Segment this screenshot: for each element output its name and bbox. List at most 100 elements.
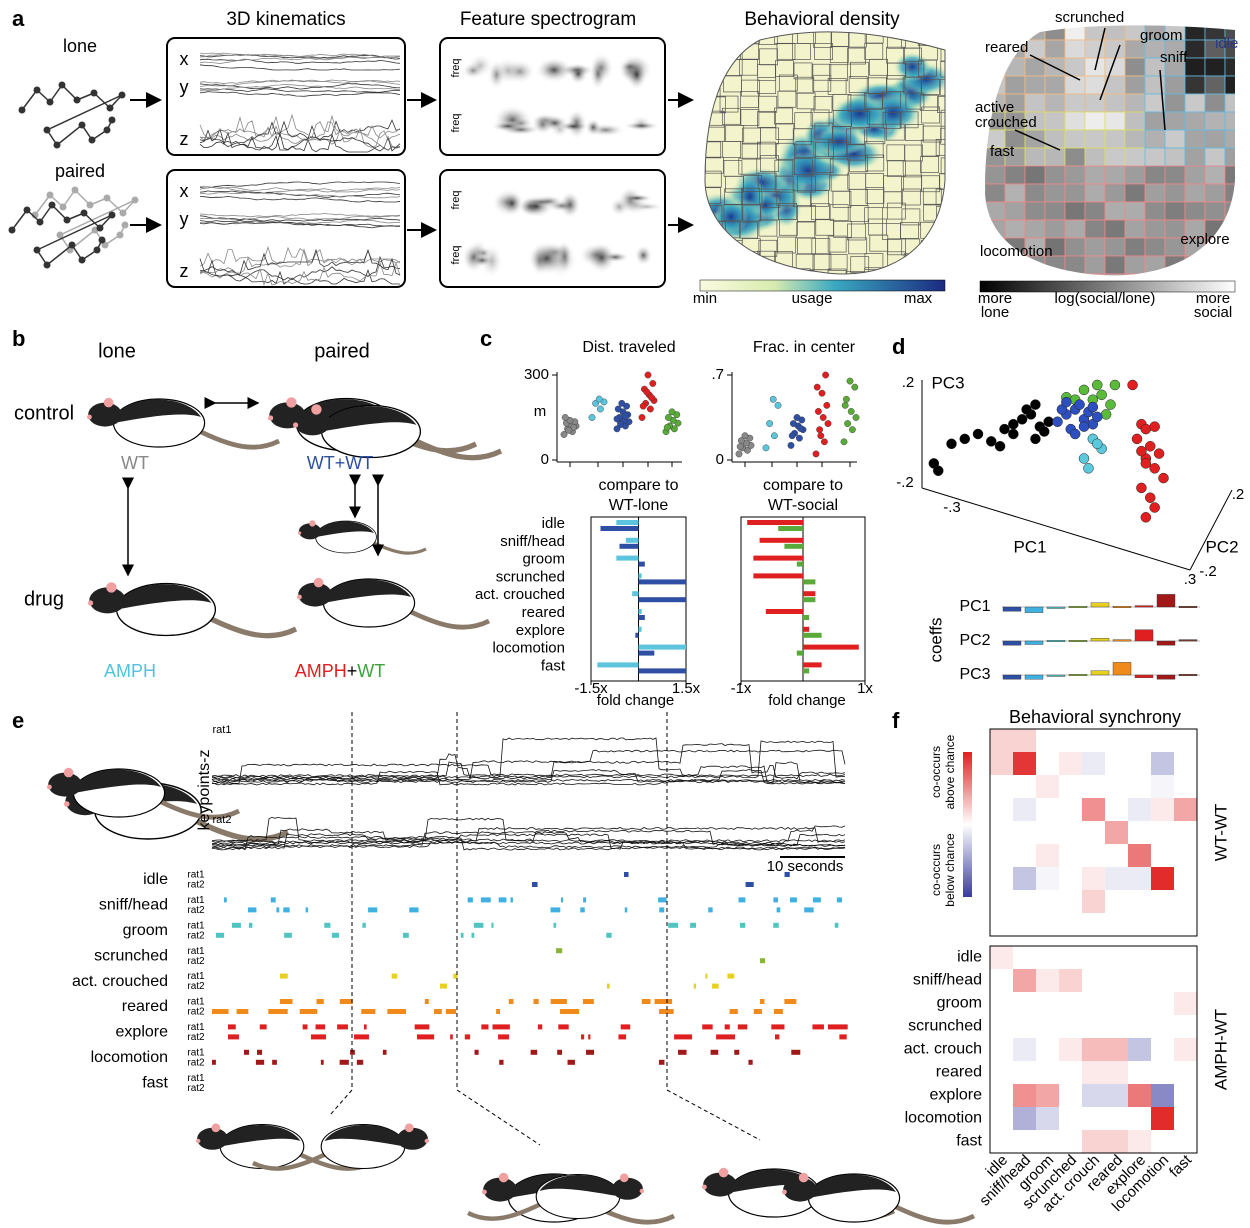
decoration	[791, 1050, 800, 1055]
decoration	[1065, 94, 1085, 112]
heatmap-cell	[1174, 844, 1197, 867]
decoration	[482, 1190, 487, 1195]
decoration	[1085, 130, 1105, 148]
decoration	[606, 933, 611, 938]
heatmap-cell	[1151, 867, 1174, 890]
decoration	[1105, 94, 1125, 112]
heatmap-cell	[1174, 1038, 1197, 1061]
decoration	[205, 616, 296, 636]
decoration	[450, 1034, 453, 1039]
decoration	[465, 1034, 470, 1039]
decoration	[782, 1190, 787, 1195]
decoration	[321, 1060, 324, 1065]
decoration	[286, 397, 296, 407]
decoration	[1145, 202, 1165, 220]
coeff-bar	[1135, 675, 1153, 678]
decoration	[837, 897, 842, 902]
decoration	[499, 1173, 509, 1183]
decoration	[690, 923, 696, 928]
label: coeffs	[926, 617, 945, 662]
label: below chance	[943, 833, 957, 907]
heatmap-cell	[990, 946, 1013, 969]
point	[775, 402, 781, 408]
decoration	[298, 583, 332, 607]
decoration	[491, 923, 493, 928]
decoration	[760, 958, 765, 963]
decoration	[106, 582, 116, 592]
bar	[639, 597, 687, 602]
heatmap-cell	[1013, 1107, 1036, 1130]
label: rat2	[187, 880, 205, 891]
row-label: reared	[122, 998, 168, 1015]
decoration	[621, 194, 653, 202]
point	[841, 439, 847, 445]
decoration	[738, 1024, 748, 1029]
row-label: explore	[930, 1087, 983, 1104]
decoration	[314, 578, 324, 588]
decoration	[211, 1123, 220, 1132]
point	[1145, 493, 1155, 503]
map-label: crouched	[975, 114, 1037, 131]
row-label: sniff/head	[913, 972, 982, 989]
coeff-bar	[1157, 675, 1175, 679]
bar	[803, 597, 815, 602]
heatmap-cell	[1059, 729, 1082, 752]
decoration	[501, 124, 540, 135]
point	[648, 394, 654, 400]
point	[824, 402, 830, 408]
decoration	[357, 1060, 363, 1065]
heatmap-cell	[1036, 798, 1059, 821]
coeff-bar	[1179, 674, 1197, 676]
decoration	[1045, 220, 1065, 238]
decoration	[47, 192, 54, 199]
point	[1044, 417, 1054, 427]
decoration	[569, 63, 588, 85]
decoration	[835, 923, 839, 928]
decoration	[719, 1168, 729, 1178]
point	[562, 414, 568, 420]
decoration	[1185, 112, 1205, 130]
heatmap-cell	[1151, 1061, 1174, 1084]
point	[1150, 463, 1160, 473]
heatmap-cell	[1059, 1015, 1082, 1038]
decoration	[1045, 76, 1065, 94]
heatmap-cell	[1174, 798, 1197, 821]
row-label: act. crouch	[904, 1041, 982, 1058]
decoration	[1045, 184, 1065, 202]
point	[960, 434, 970, 444]
heatmap-cell	[1036, 1130, 1059, 1153]
decoration	[741, 28, 759, 44]
decoration	[1025, 148, 1045, 166]
heatmap-cell	[1036, 890, 1059, 913]
decoration	[1185, 202, 1205, 220]
decoration	[496, 1009, 500, 1014]
label-part: WT	[121, 453, 149, 473]
point	[822, 372, 828, 378]
decoration	[533, 999, 538, 1004]
bar	[797, 651, 803, 656]
row-label: PC2	[959, 632, 990, 649]
decoration	[224, 897, 227, 902]
heatmap-cell	[1151, 821, 1174, 844]
decoration	[417, 1034, 434, 1039]
decoration	[674, 1034, 692, 1039]
matrix-label: AMPH-WT	[1211, 1009, 1230, 1090]
decoration	[276, 907, 279, 912]
label: drug	[24, 588, 64, 610]
point	[1017, 414, 1027, 424]
decoration	[272, 1060, 277, 1065]
row-label: locomotion	[91, 1049, 168, 1066]
decoration	[122, 222, 129, 229]
point	[1106, 400, 1116, 410]
decoration	[268, 1009, 287, 1014]
heatmap-cell	[1082, 913, 1105, 936]
heatmap-cell	[1013, 969, 1036, 992]
heatmap-cell	[1128, 1130, 1151, 1153]
decoration	[692, 20, 960, 290]
heatmap-cell	[990, 798, 1013, 821]
label: WT-social	[768, 497, 838, 514]
decoration	[1105, 148, 1125, 166]
heatmap-cell	[1059, 752, 1082, 775]
decoration	[87, 202, 94, 209]
decoration	[132, 197, 139, 204]
